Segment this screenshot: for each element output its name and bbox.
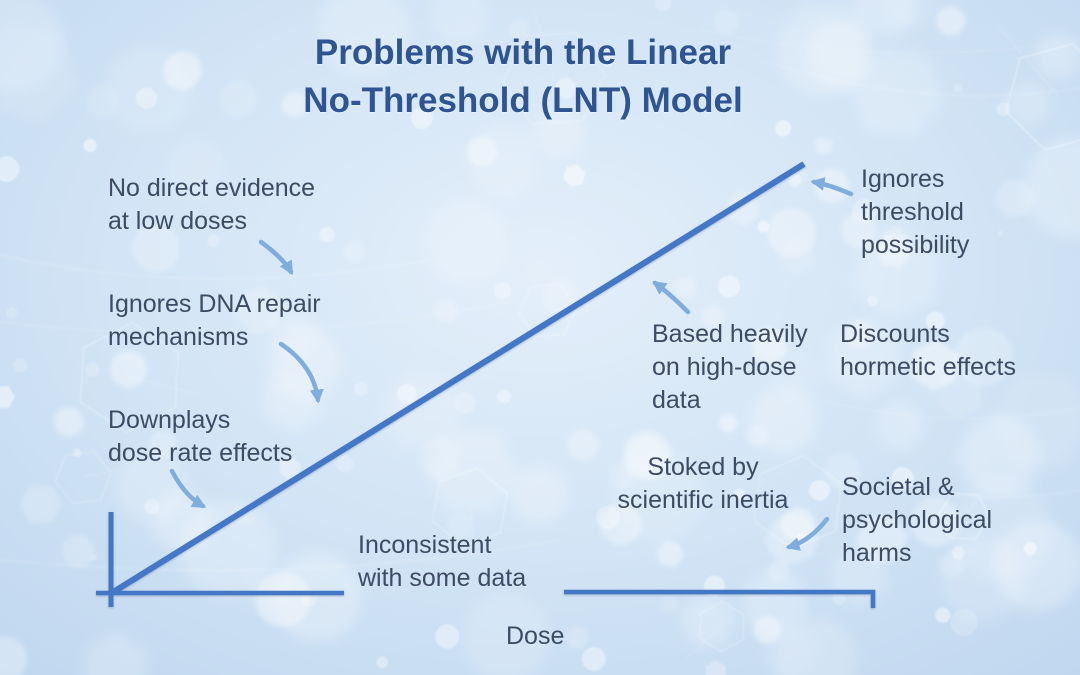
arrow-dose-rate [169, 468, 207, 509]
x-axis-label: Dose [506, 622, 565, 650]
x-axis-right-segment [564, 589, 876, 608]
annotation-line: hormetic effects [840, 353, 1017, 381]
lnt-line [108, 161, 806, 597]
annotation-line: data [652, 386, 701, 414]
arrow-no-direct-evidence [258, 239, 294, 276]
annotation-dna-repair: Ignores DNA repair mechanisms [108, 288, 321, 354]
annotation-line: Stoked by [647, 453, 759, 481]
annotation-scientific-inertia: Stoked by scientific inertia [592, 451, 814, 517]
annotation-line: Inconsistent [358, 531, 492, 559]
annotation-line: No direct evidence [108, 174, 316, 202]
arrow-dna-repair [278, 341, 324, 404]
annotation-line: on high-dose [652, 353, 797, 381]
annotation-threshold-possibility: Ignores threshold possibility [861, 163, 969, 262]
annotation-high-dose-data: Based heavily on high-dose data [652, 318, 808, 417]
annotation-line: at low doses [108, 207, 247, 235]
annotation-line: scientific inertia [617, 486, 789, 514]
annotation-no-direct-evidence: No direct evidence at low doses [108, 172, 315, 238]
annotation-societal-harms: Societal & psychological harms [842, 471, 992, 570]
annotation-line: Ignores [861, 165, 945, 193]
arrow-societal [785, 516, 830, 551]
arrow-threshold [810, 177, 854, 197]
slide-title: Problems with the Linear No-Threshold (L… [0, 29, 1046, 125]
title-line-2: No-Threshold (LNT) Model [303, 81, 743, 120]
annotation-line: harms [842, 539, 912, 567]
annotation-line: Ignores DNA repair [108, 290, 321, 318]
annotation-line: possibility [861, 231, 970, 259]
title-line-1: Problems with the Linear [314, 33, 732, 72]
annotation-line: mechanisms [108, 323, 249, 351]
annotation-line: Based heavily [652, 320, 808, 348]
arrow-high-dose [652, 280, 691, 315]
annotation-inconsistent-data: Inconsistent with some data [358, 529, 526, 595]
annotation-line: with some data [358, 564, 527, 592]
annotation-line: Downplays [108, 406, 231, 434]
annotation-line: threshold [861, 198, 964, 226]
annotation-dose-rate: Downplays dose rate effects [108, 404, 292, 470]
annotation-line: dose rate effects [108, 439, 293, 467]
annotation-line: Societal & [842, 473, 955, 501]
annotation-line: psychological [842, 506, 993, 534]
annotation-hormetic-effects: Discounts hormetic effects [840, 318, 1016, 384]
annotation-line: Discounts [840, 320, 950, 348]
